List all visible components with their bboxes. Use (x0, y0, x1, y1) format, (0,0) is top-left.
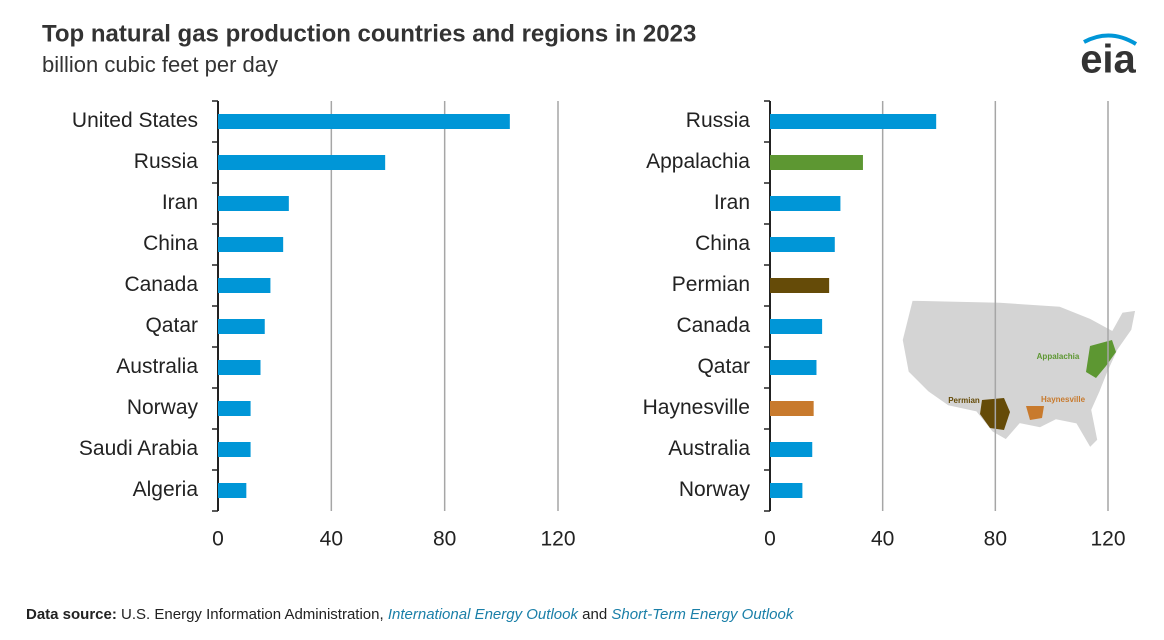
bar (218, 237, 284, 252)
chart-title: Top natural gas production countries and… (42, 20, 696, 47)
bar (770, 483, 803, 498)
bar (770, 360, 817, 375)
us-map (901, 299, 1137, 450)
source-link[interactable]: International Energy Outlook (387, 606, 578, 623)
bar (770, 319, 823, 334)
source-joiner: and (582, 606, 608, 623)
bar (218, 401, 251, 416)
y-tick-label: Iran (162, 191, 198, 214)
bar (218, 319, 265, 334)
source-text: U.S. Energy Information Administration, (121, 606, 384, 623)
y-tick-label: United States (72, 109, 198, 132)
y-tick-label: Permian (672, 273, 750, 296)
bar (218, 114, 510, 129)
y-tick-label: Australia (668, 437, 750, 460)
map: Appalachia Permian Haynesville (901, 299, 1137, 450)
y-tick-label: Russia (134, 150, 199, 173)
y-tick-label: Australia (116, 355, 198, 378)
y-tick-label: Norway (679, 478, 751, 501)
bar (770, 155, 863, 170)
bar (218, 360, 261, 375)
bar (218, 196, 289, 211)
x-tick-label: 80 (984, 528, 1007, 551)
bar (770, 442, 813, 457)
bar (770, 278, 830, 293)
map-label: Appalachia (1037, 352, 1080, 361)
chart-subtitle: billion cubic feet per day (42, 52, 278, 77)
y-tick-label: Algeria (133, 478, 199, 501)
y-tick-label: Qatar (697, 355, 750, 378)
y-tick-label: Haynesville (643, 396, 750, 419)
bar (770, 196, 841, 211)
y-tick-label: Russia (686, 109, 751, 132)
bar (770, 237, 835, 252)
y-tick-label: Iran (714, 191, 750, 214)
bar (218, 483, 247, 498)
haynesville-region (1026, 406, 1044, 420)
x-tick-label: 0 (212, 528, 224, 551)
map-label: Haynesville (1041, 395, 1086, 404)
bar (770, 114, 937, 129)
source-label: Data source: (26, 606, 117, 623)
x-tick-label: 120 (1090, 528, 1125, 551)
y-tick-label: Saudi Arabia (79, 437, 198, 460)
y-tick-label: China (143, 232, 198, 255)
x-tick-label: 0 (764, 528, 776, 551)
y-tick-label: Canada (676, 314, 750, 337)
x-tick-label: 40 (320, 528, 343, 551)
y-tick-label: Norway (127, 396, 199, 419)
bar (770, 401, 814, 416)
source-note: Data source: U.S. Energy Information Adm… (26, 606, 793, 623)
y-tick-label: Qatar (145, 314, 198, 337)
source-link[interactable]: Short-Term Energy Outlook (611, 606, 794, 623)
x-tick-label: 120 (540, 528, 575, 551)
bar (218, 278, 271, 293)
map-label: Permian (948, 396, 980, 405)
logo: eia (1080, 38, 1136, 82)
logo-arc (1083, 33, 1138, 46)
y-tick-label: Appalachia (646, 150, 750, 173)
y-tick-label: China (695, 232, 750, 255)
x-tick-label: 80 (433, 528, 456, 551)
bar (218, 155, 386, 170)
y-tick-label: Canada (124, 273, 198, 296)
bar (218, 442, 251, 457)
x-tick-label: 40 (871, 528, 894, 551)
